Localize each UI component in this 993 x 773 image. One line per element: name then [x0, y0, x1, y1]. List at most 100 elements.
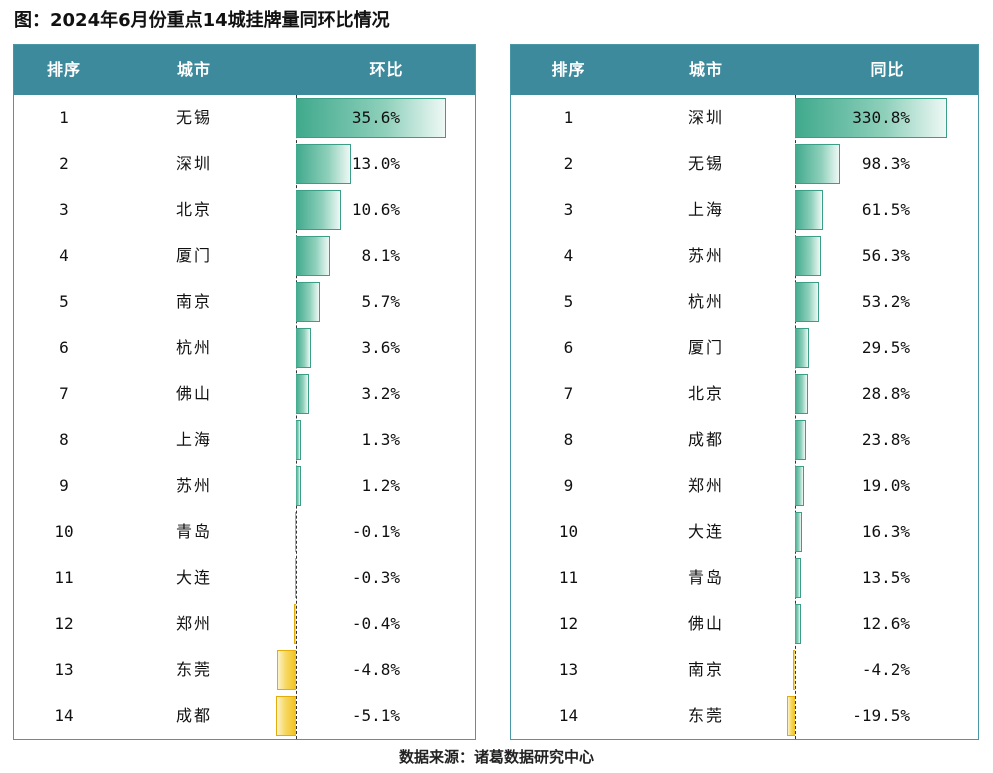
- table-row: 11 青岛 13.5%: [511, 555, 978, 601]
- value-label: 1.3%: [361, 430, 400, 449]
- value-label: 23.8%: [861, 430, 910, 449]
- rank-cell: 4: [563, 246, 574, 265]
- positive-bar: [296, 236, 331, 276]
- value-label: 330.8%: [852, 108, 910, 127]
- rank-cell: 6: [59, 338, 69, 357]
- table-row: 8 上海 1.3%: [14, 417, 475, 463]
- city-cell: 深圳: [687, 108, 724, 127]
- value-label: 19.0%: [861, 476, 910, 495]
- table-row: 5 杭州 53.2%: [511, 279, 978, 325]
- positive-bar: [795, 236, 821, 276]
- city-cell: 大连: [687, 522, 724, 541]
- table-row: 2 无锡 98.3%: [511, 141, 978, 187]
- city-cell: 佛山: [687, 614, 724, 633]
- table-row: 4 苏州 56.3%: [511, 233, 978, 279]
- rank-cell: 2: [59, 154, 69, 173]
- source-note: 数据来源：诸葛数据研究中心: [398, 748, 594, 766]
- positive-bar: [795, 282, 820, 322]
- negative-bar: [787, 696, 795, 736]
- city-cell: 南京: [687, 660, 724, 679]
- positive-bar: [795, 190, 824, 230]
- page-title: 图：2024年6月份重点14城挂牌量同环比情况: [14, 10, 390, 31]
- city-cell: 厦门: [175, 246, 212, 265]
- table-row: 6 厦门 29.5%: [511, 325, 978, 371]
- value-label: 29.5%: [861, 338, 910, 357]
- rank-cell: 2: [563, 154, 574, 173]
- city-cell: 无锡: [687, 154, 724, 173]
- value-label: 13.5%: [861, 568, 910, 587]
- city-cell: 无锡: [175, 108, 212, 127]
- positive-bar: [795, 328, 809, 368]
- table-row: 2 深圳 13.0%: [14, 141, 475, 187]
- rank-cell: 11: [54, 568, 74, 587]
- rank-cell: 7: [563, 384, 574, 403]
- mom-table: 排序 城市 环比 1 无锡 35.6% 2 深圳 13.0% 3 北京 10.6% 4 厦门 8.1%…: [13, 44, 476, 740]
- city-cell: 上海: [687, 200, 724, 219]
- rank-cell: 7: [59, 384, 69, 403]
- value-label: 56.3%: [861, 246, 910, 265]
- value-label: 3.2%: [361, 384, 400, 403]
- table-row: 1 无锡 35.6%: [14, 95, 475, 141]
- city-cell: 大连: [175, 568, 212, 587]
- positive-bar: [296, 282, 321, 322]
- value-label: -4.8%: [351, 660, 400, 679]
- metric-header: 环比: [369, 60, 404, 79]
- zero-axis-line: [795, 95, 796, 739]
- table-row: 10 青岛 -0.1%: [14, 509, 475, 555]
- positive-bar: [795, 558, 802, 598]
- table-row: 14 东莞 -19.5%: [511, 693, 978, 739]
- rank-cell: 9: [59, 476, 69, 495]
- negative-bar: [294, 604, 296, 644]
- value-label: 53.2%: [861, 292, 910, 311]
- rank-cell: 13: [558, 660, 579, 679]
- value-label: 35.6%: [351, 108, 400, 127]
- city-cell: 北京: [687, 384, 724, 403]
- city-cell: 成都: [175, 706, 212, 725]
- value-label: -5.1%: [351, 706, 400, 725]
- city-cell: 郑州: [687, 476, 724, 495]
- rank-cell: 8: [563, 430, 574, 449]
- value-label: 3.6%: [361, 338, 400, 357]
- positive-bar: [795, 374, 809, 414]
- rank-cell: 11: [558, 568, 579, 587]
- rank-cell: 12: [54, 614, 74, 633]
- rank-cell: 1: [563, 108, 574, 127]
- value-label: -0.3%: [351, 568, 400, 587]
- city-cell: 南京: [175, 292, 212, 311]
- value-label: 13.0%: [351, 154, 400, 173]
- value-label: 28.8%: [861, 384, 910, 403]
- table-row: 4 厦门 8.1%: [14, 233, 475, 279]
- positive-bar: [795, 98, 947, 138]
- rank-cell: 10: [558, 522, 579, 541]
- table-row: 13 南京 -4.2%: [511, 647, 978, 693]
- rank-cell: 10: [54, 522, 74, 541]
- rank-cell: 5: [59, 292, 69, 311]
- rank-cell: 3: [59, 200, 69, 219]
- table-row: 6 杭州 3.6%: [14, 325, 475, 371]
- positive-bar: [296, 98, 446, 138]
- rank-cell: 4: [59, 246, 69, 265]
- rank-cell: 5: [563, 292, 574, 311]
- city-cell: 上海: [175, 430, 212, 449]
- rank-header: 排序: [46, 60, 81, 79]
- table-row: 14 成都 -5.1%: [14, 693, 475, 739]
- positive-bar: [296, 374, 310, 414]
- value-label: 12.6%: [861, 614, 910, 633]
- table-row: 1 深圳 330.8%: [511, 95, 978, 141]
- negative-bar: [276, 696, 296, 736]
- city-cell: 佛山: [175, 384, 212, 403]
- city-cell: 厦门: [687, 338, 724, 357]
- positive-bar: [795, 512, 803, 552]
- positive-bar: [296, 420, 302, 460]
- negative-bar: [277, 650, 296, 690]
- positive-bar: [296, 190, 341, 230]
- city-cell: 苏州: [175, 476, 212, 495]
- positive-bar: [795, 466, 804, 506]
- zero-axis-line: [296, 95, 297, 739]
- positive-bar: [296, 144, 351, 184]
- value-label: -0.4%: [351, 614, 400, 633]
- city-cell: 东莞: [175, 660, 212, 679]
- metric-header: 同比: [870, 60, 905, 79]
- rank-cell: 1: [59, 108, 69, 127]
- value-label: -19.5%: [852, 706, 910, 725]
